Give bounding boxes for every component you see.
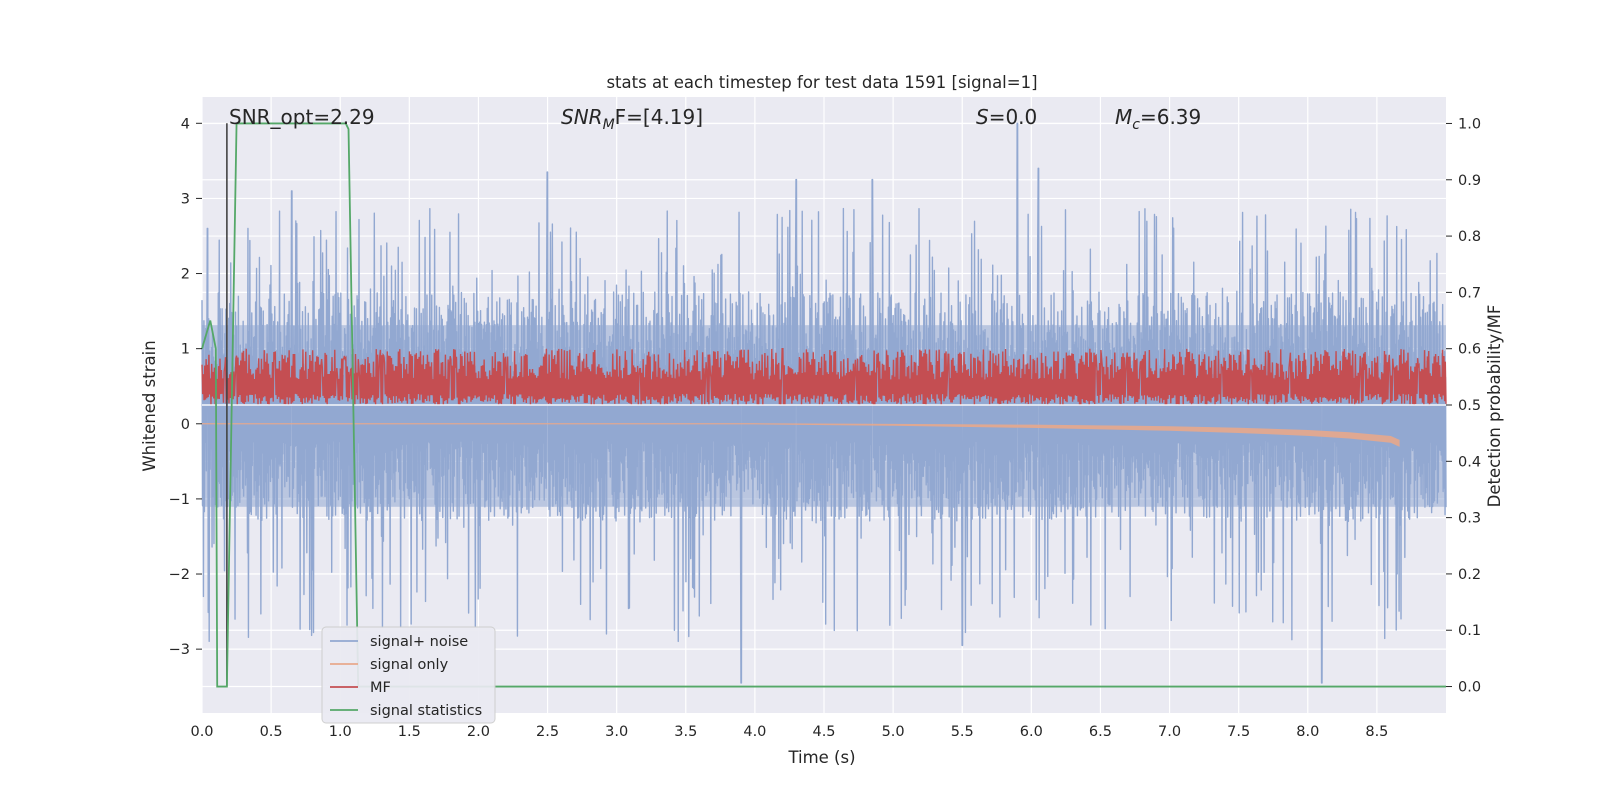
y-axis-label: Whitened strain bbox=[140, 340, 159, 471]
y-tick-label: 3 bbox=[181, 191, 190, 207]
x-tick-label: 0.0 bbox=[190, 724, 213, 740]
mc-annotation: Mc=6.39 bbox=[1115, 105, 1201, 133]
signal-only-series bbox=[202, 423, 1400, 447]
snr-opt-annotation: SNR_opt=2.29 bbox=[229, 105, 375, 129]
y2-tick-label: 0.9 bbox=[1458, 173, 1481, 189]
y-tick-label: −1 bbox=[169, 492, 190, 508]
s-annotation: S=0.0 bbox=[976, 105, 1037, 129]
plot-area bbox=[201, 122, 1447, 688]
legend-box bbox=[321, 626, 496, 724]
y2-tick-label: 0.4 bbox=[1458, 454, 1481, 470]
x-tick-label: 1.0 bbox=[329, 724, 352, 740]
y2-tick-label: 0.8 bbox=[1458, 229, 1481, 245]
signal-statistics-series bbox=[201, 122, 1446, 688]
x-tick-label: 3.5 bbox=[674, 724, 697, 740]
x-tick-label: 3.0 bbox=[605, 724, 628, 740]
y2-tick-label: 0.0 bbox=[1458, 680, 1481, 696]
y-tick-label: 1 bbox=[181, 342, 190, 358]
y2-tick-label: 0.1 bbox=[1458, 623, 1481, 639]
snr-mf-annotation: SNRMF=[4.19] bbox=[561, 105, 703, 133]
y-tick-label: 2 bbox=[181, 267, 190, 283]
x-tick-label: 7.5 bbox=[1227, 724, 1250, 740]
x-tick-label: 8.5 bbox=[1365, 724, 1388, 740]
x-tick-label: 6.5 bbox=[1089, 724, 1112, 740]
legend: signal+ noise signal only MF signal statist… bbox=[321, 626, 496, 724]
y2-tick-label: 0.3 bbox=[1458, 511, 1481, 527]
y2-axis-label: Detection probability/MF bbox=[1485, 305, 1504, 508]
y2-tick-label: 0.5 bbox=[1458, 398, 1481, 414]
x-tick-label: 4.5 bbox=[812, 724, 835, 740]
x-tick-label: 8.0 bbox=[1296, 724, 1319, 740]
y-tick-label: 4 bbox=[181, 116, 190, 132]
y-tick-label: −2 bbox=[169, 567, 190, 583]
legend-label: signal+ noise bbox=[370, 634, 468, 650]
x-tick-label: 4.0 bbox=[743, 724, 766, 740]
axes: 0.0 0.5 1.0 1.5 2.0 2.5 3.0 3.5 4.0 4.5 5.0 5.5 6.0 6… bbox=[169, 116, 1481, 740]
y-tick-label: 0 bbox=[181, 417, 190, 433]
x-axis-label: Time (s) bbox=[787, 748, 855, 767]
x-tick-label: 0.5 bbox=[260, 724, 283, 740]
legend-label: signal statistics bbox=[370, 703, 482, 719]
legend-label: signal only bbox=[370, 657, 449, 673]
signal-noise-core bbox=[202, 325, 1446, 507]
y2-tick-label: 1.0 bbox=[1458, 116, 1481, 132]
annotations: SNR_opt=2.29 SNRMF=[4.19] S=0.0 Mc=6.39 bbox=[229, 105, 1201, 133]
y-tick-label: −3 bbox=[169, 642, 190, 658]
x-tick-label: 5.0 bbox=[882, 724, 905, 740]
x-tick-label: 5.5 bbox=[951, 724, 974, 740]
mf-series bbox=[201, 347, 1447, 406]
x-tick-label: 1.5 bbox=[398, 724, 421, 740]
x-tick-label: 2.5 bbox=[536, 724, 559, 740]
y2-tick-label: 0.2 bbox=[1458, 567, 1481, 583]
legend-label: MF bbox=[370, 680, 391, 696]
y2-tick-label: 0.7 bbox=[1458, 285, 1481, 301]
x-tick-label: 2.0 bbox=[467, 724, 490, 740]
y2-tick-label: 0.6 bbox=[1458, 342, 1481, 358]
x-tick-label: 6.0 bbox=[1020, 724, 1043, 740]
chart-title: stats at each timestep for test data 159… bbox=[606, 73, 1037, 92]
x-tick-label: 7.0 bbox=[1158, 724, 1181, 740]
